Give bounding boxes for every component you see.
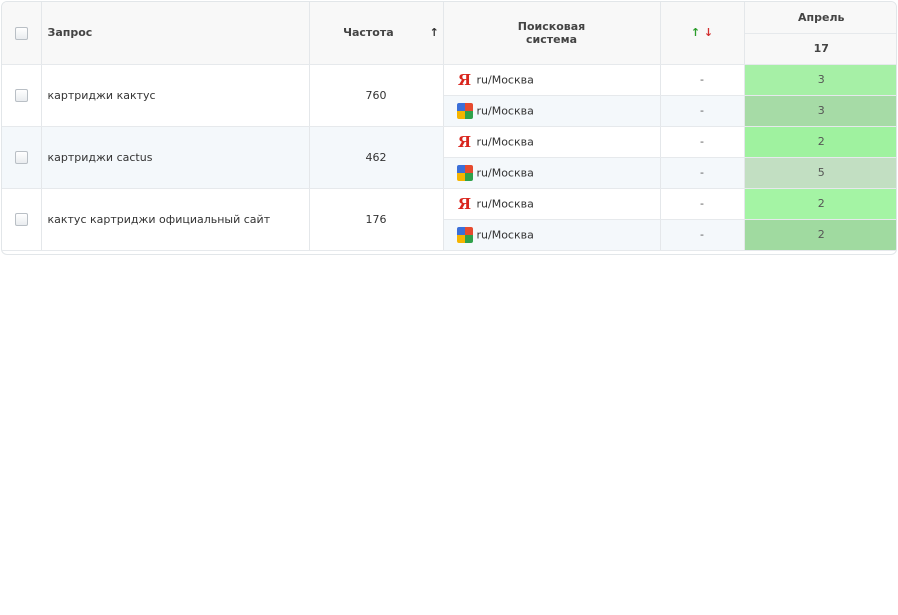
month-label: Апрель xyxy=(798,10,845,24)
engine-header-line1: Поисковая xyxy=(517,19,586,33)
engine-header-line2: система xyxy=(526,32,577,46)
yandex-icon: Я xyxy=(457,194,472,213)
positions-table: Запрос Частота ↑ Поисковая система ↑ ↓ Ап… xyxy=(2,2,896,251)
row-checkbox[interactable] xyxy=(14,212,28,226)
region-label: ru/Москва xyxy=(476,166,534,179)
trend-cell: - xyxy=(660,188,745,220)
trend-up-icon: ↑ xyxy=(690,26,701,40)
frequency-header-label: Частота xyxy=(343,26,394,40)
row-checkbox[interactable] xyxy=(14,88,28,102)
query-cell: картриджи кактус xyxy=(41,64,310,127)
position-cell: 2 xyxy=(744,188,896,220)
trend-cell: - xyxy=(660,219,745,251)
engine-cell: ru/Москва xyxy=(443,157,661,189)
day-header[interactable]: 17 xyxy=(744,33,896,65)
engine-cell: ru/Москва xyxy=(443,95,661,127)
frequency-column-header[interactable]: Частота ↑ xyxy=(309,2,444,65)
trend-column-header[interactable]: ↑ ↓ xyxy=(660,2,745,65)
region-label: ru/Москва xyxy=(476,197,534,210)
yandex-icon: Я xyxy=(457,132,472,151)
yandex-icon: Я xyxy=(457,70,472,89)
google-icon xyxy=(456,226,473,243)
position-cell: 3 xyxy=(744,64,896,96)
sort-ascending-icon[interactable]: ↑ xyxy=(429,26,439,40)
frequency-cell: 760 xyxy=(309,64,444,127)
region-label: ru/Москва xyxy=(476,104,534,117)
position-cell: 3 xyxy=(744,95,896,127)
region-label: ru/Москва xyxy=(476,228,534,241)
trend-cell: - xyxy=(660,95,745,127)
row-checkbox[interactable] xyxy=(14,150,28,164)
trend-cell: - xyxy=(660,126,745,158)
trend-cell: - xyxy=(660,157,745,189)
query-cell: кактус картриджи официальный сайт xyxy=(41,188,310,251)
day-label: 17 xyxy=(813,42,829,55)
region-label: ru/Москва xyxy=(476,73,534,86)
row-select-cell xyxy=(2,188,42,251)
table-row: ru/Москва - 5 xyxy=(2,157,896,189)
row-select-cell xyxy=(2,64,42,127)
month-header: Апрель xyxy=(744,2,896,34)
frequency-cell: 176 xyxy=(309,188,444,251)
position-cell: 2 xyxy=(744,126,896,158)
row-select-cell xyxy=(2,126,42,189)
engine-cell: ru/Москва xyxy=(443,219,661,251)
google-icon xyxy=(456,164,473,181)
position-cell: 2 xyxy=(744,219,896,251)
trend-cell: - xyxy=(660,64,745,96)
positions-table-container: Запрос Частота ↑ Поисковая система ↑ ↓ Ап… xyxy=(1,1,897,255)
select-all-checkbox[interactable] xyxy=(14,26,28,40)
region-label: ru/Москва xyxy=(476,135,534,148)
google-icon xyxy=(456,102,473,119)
table-row: ru/Москва - 3 xyxy=(2,95,896,127)
query-column-header[interactable]: Запрос xyxy=(41,2,310,65)
frequency-cell: 462 xyxy=(309,126,444,189)
position-cell: 5 xyxy=(744,157,896,189)
trend-down-icon: ↓ xyxy=(703,26,714,40)
query-cell: картриджи cactus xyxy=(41,126,310,189)
table-row: ru/Москва - 2 xyxy=(2,219,896,251)
engine-column-header: Поисковая система xyxy=(443,2,661,65)
query-header-label: Запрос xyxy=(47,26,93,40)
select-all-cell xyxy=(2,2,42,65)
